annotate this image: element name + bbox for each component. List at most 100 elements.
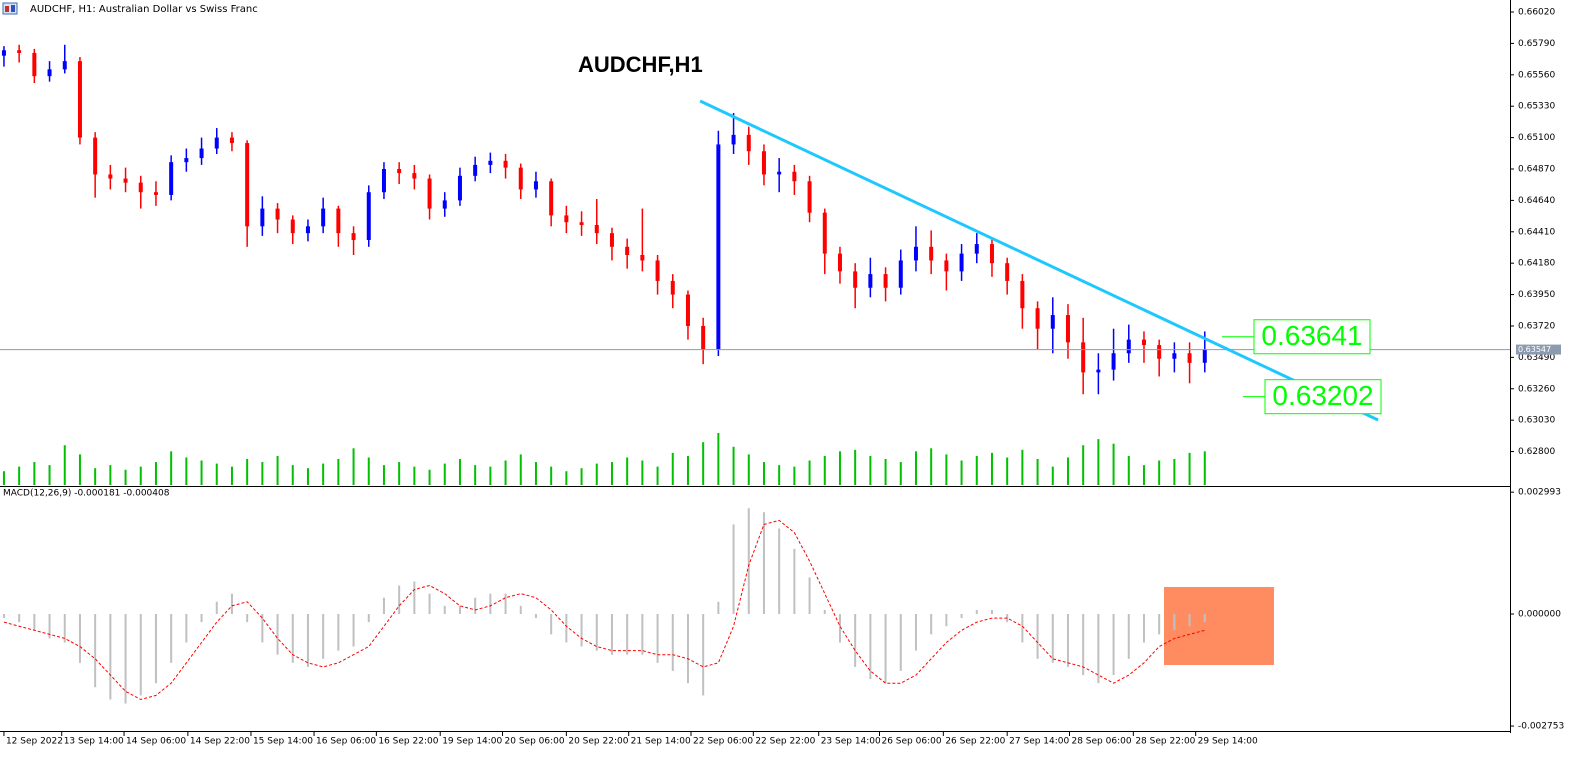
macd-bar [550, 613, 553, 635]
macd-bar [337, 613, 340, 651]
x-tick-label: 21 Sep 14:00 [631, 737, 691, 747]
volume-bar [747, 454, 750, 485]
candle-body [868, 274, 873, 288]
macd-bar [671, 613, 674, 671]
macd-bar [610, 613, 613, 655]
candle-body [533, 181, 538, 190]
volume-bar [1188, 452, 1191, 485]
candle-body [153, 192, 158, 195]
macd-bar [33, 613, 36, 631]
candle-body [625, 246, 630, 255]
x-tick-label: 23 Sep 14:00 [821, 737, 881, 747]
volume-bar [2, 471, 5, 485]
x-tick-label: 26 Sep 22:00 [945, 737, 1005, 747]
candle-body [1157, 345, 1162, 359]
candle-body [503, 160, 508, 168]
volume-bar [94, 468, 97, 485]
current-price-label: 0.63547 [1518, 345, 1551, 354]
macd-bar [702, 613, 705, 696]
volume-bar [1173, 459, 1176, 485]
macd-bar [686, 613, 689, 684]
level-label: 0.63202 [1272, 380, 1373, 411]
candle-body [853, 271, 858, 288]
macd-bar [139, 613, 142, 696]
candle-body [974, 244, 979, 254]
volume-bar [762, 462, 765, 485]
macd-bar [580, 613, 583, 647]
candle-body [473, 164, 478, 176]
volume-bar [1036, 459, 1039, 485]
x-tick-label: 22 Sep 22:00 [755, 737, 815, 747]
macd-bar [443, 605, 446, 614]
volume-bar [930, 448, 933, 485]
macd-bar [261, 613, 264, 643]
volume-bar [626, 457, 629, 485]
candle-body [184, 158, 189, 163]
macd-bar [565, 613, 568, 643]
candle-body [929, 246, 934, 261]
candle-body [214, 137, 219, 149]
volume-bar [595, 463, 598, 485]
macd-bar [914, 613, 917, 651]
macd-bar [1051, 613, 1054, 663]
volume-bar [428, 469, 431, 485]
macd-bar [2, 613, 5, 619]
candle-body [260, 208, 265, 227]
candle-body [32, 52, 37, 77]
candle-body [123, 178, 128, 183]
x-tick-label: 20 Sep 22:00 [568, 737, 628, 747]
candle-body [716, 144, 721, 350]
volume-bar [732, 446, 735, 485]
y-tick-label: 0.66020 [1518, 8, 1555, 18]
highlight-box [1164, 587, 1274, 665]
volume-bar [443, 463, 446, 485]
volume-bar [975, 455, 978, 485]
x-tick-label: 26 Sep 06:00 [881, 737, 941, 747]
volume-bar [154, 462, 157, 485]
candle-body [351, 233, 356, 240]
volume-bar [1051, 466, 1054, 485]
macd-bar [869, 613, 872, 680]
macd-bar [793, 548, 796, 614]
candle-body [731, 134, 736, 145]
candle-body [1187, 353, 1192, 363]
icon-frame [2, 2, 18, 15]
candle-body [883, 274, 888, 288]
macd-bar [1203, 613, 1206, 623]
volume-bar [367, 457, 370, 485]
macd-bar [63, 613, 66, 643]
volume-bar [838, 451, 841, 485]
macd-signal [3, 519, 1205, 701]
macd-bar [489, 593, 492, 614]
macd-bar [1112, 613, 1115, 676]
candle-body [62, 61, 67, 70]
macd-bar [1097, 613, 1100, 684]
macd-bar [747, 508, 750, 614]
volume-bar [641, 460, 644, 485]
macd-y-tick-label: -0.002753 [1518, 722, 1564, 732]
volume-bar [337, 459, 340, 485]
candle-body [579, 222, 584, 225]
macd-bar [960, 613, 963, 619]
volume-bar [382, 465, 385, 485]
volume-bar [139, 466, 142, 485]
chart-title: AUDCHF,H1 [578, 52, 703, 77]
macd-bar [762, 512, 765, 614]
x-tick-label: 28 Sep 06:00 [1071, 737, 1131, 747]
macd-bar [1021, 613, 1024, 643]
volume-bar [291, 465, 294, 485]
candle-body [427, 178, 432, 209]
volume-bar [1158, 460, 1161, 485]
x-tick-label: 13 Sep 14:00 [64, 737, 124, 747]
volume-bar [109, 465, 112, 485]
y-tick-label: 0.65330 [1518, 102, 1555, 112]
volume-bar [78, 454, 81, 485]
macd-bar [124, 613, 127, 704]
level-label: 0.63641 [1261, 320, 1362, 351]
volume-bar [990, 452, 993, 485]
candle-body [1096, 369, 1101, 373]
chart-header: AUDCHF, H1: Australian Dollar vs Swiss F… [30, 4, 258, 15]
candle-body [412, 173, 417, 179]
macd-bar [1127, 613, 1130, 659]
